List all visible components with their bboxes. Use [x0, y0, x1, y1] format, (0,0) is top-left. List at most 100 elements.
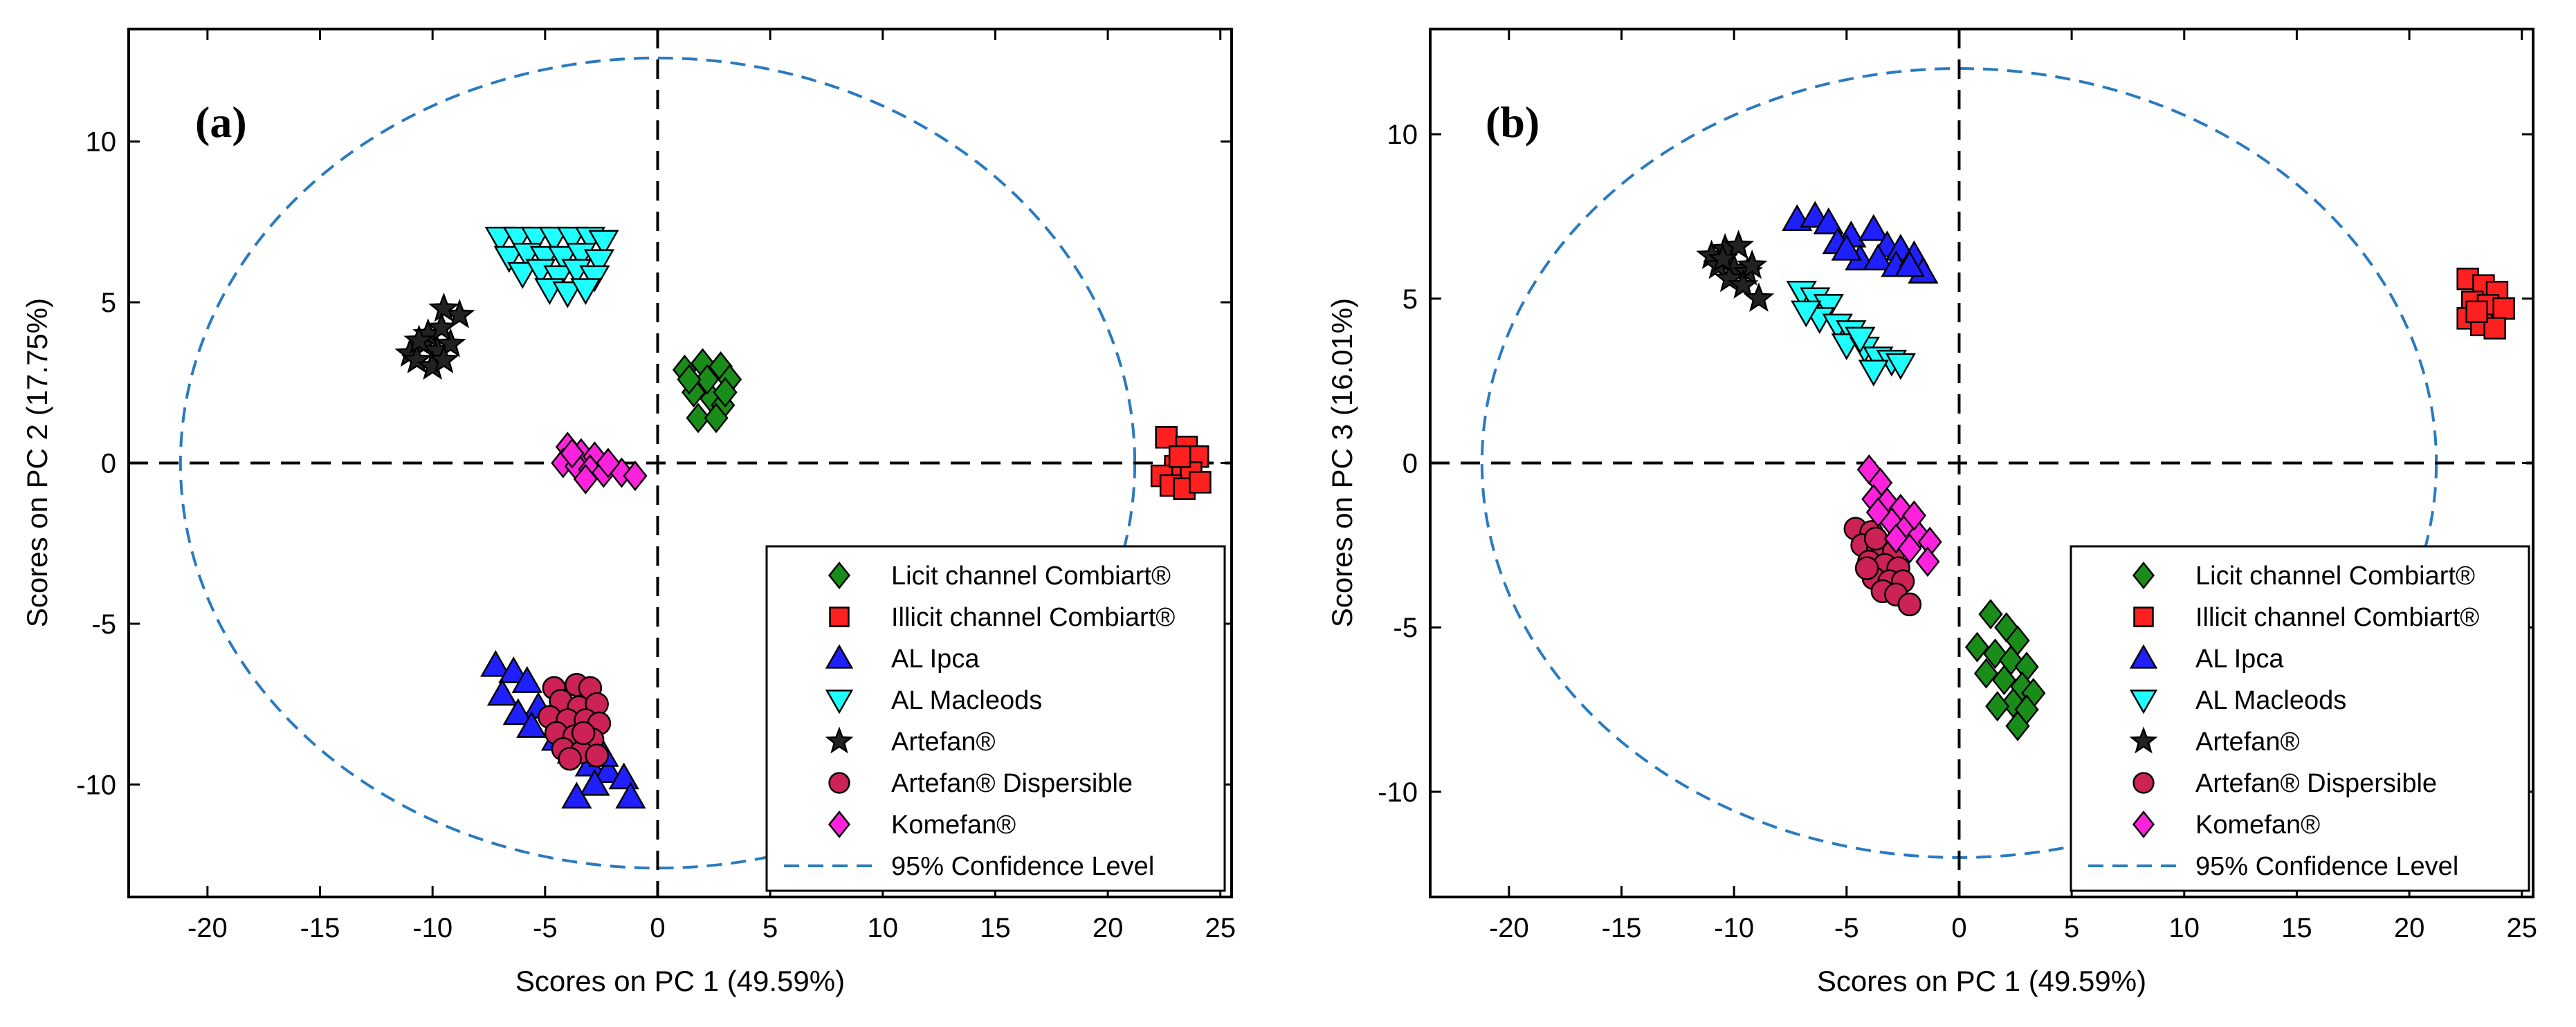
data-point — [1858, 214, 1890, 241]
data-point — [573, 463, 598, 494]
panel-a-label: (a) — [195, 98, 247, 147]
data-point — [486, 678, 518, 706]
data-point — [1863, 526, 1888, 551]
x-tick-label: -5 — [533, 913, 558, 943]
legend-item: AL Macleods — [2129, 686, 2346, 715]
y-tick-label: 5 — [1403, 284, 1418, 315]
x-tick-label: 25 — [2506, 913, 2537, 943]
data-point — [1723, 230, 1755, 259]
legend-item: 95% Confidence Level — [2088, 852, 2458, 881]
data-point — [1991, 665, 2017, 696]
data-point — [1854, 556, 1879, 580]
legend-item: Komefan® — [828, 810, 1016, 840]
legend-label: Artefan® — [2195, 728, 2300, 757]
legend-label: AL Ipca — [891, 645, 980, 674]
data-point — [1865, 497, 1890, 528]
legend-item: AL Ipca — [2129, 644, 2284, 674]
data-point — [1985, 691, 2010, 722]
panel-b-y-axis-title: Scores on PC 3 (16.01%) — [1326, 298, 1358, 627]
data-point — [558, 746, 582, 771]
panel-b-series-artefan-dispersible — [1843, 517, 1922, 617]
legend-item: AL Ipca — [825, 644, 980, 674]
x-tick-label: 20 — [2394, 913, 2425, 943]
legend-label: Illicit channel Combiart® — [891, 603, 1175, 632]
x-tick-label: -10 — [412, 913, 453, 943]
legend-item: Komefan® — [2132, 810, 2320, 840]
legend-item: Licit channel Combiart® — [2132, 561, 2475, 591]
panel-b-series-komefan — [1856, 454, 1942, 577]
x-tick-label: -15 — [300, 913, 340, 943]
data-point — [516, 711, 547, 738]
legend-marker — [828, 810, 851, 839]
x-tick-label: 20 — [1093, 913, 1124, 943]
data-point — [502, 698, 533, 725]
legend-label: Komefan® — [891, 811, 1016, 840]
data-point — [1189, 471, 1212, 494]
x-tick-label: 5 — [762, 913, 778, 943]
data-point — [428, 292, 459, 322]
data-point — [615, 781, 646, 809]
legend-marker — [2129, 726, 2158, 754]
y-tick-label: 10 — [1387, 120, 1418, 150]
panel-a-series-artefan — [394, 292, 475, 380]
legend-item: Artefan® — [2129, 726, 2300, 757]
legend-marker — [2132, 810, 2155, 839]
data-point — [1894, 250, 1926, 277]
legend-item: Illicit channel Combiart® — [829, 603, 1175, 632]
data-point — [426, 311, 457, 342]
data-point — [1978, 599, 2003, 630]
data-point — [1863, 243, 1894, 271]
y-tick-label: 0 — [101, 449, 116, 479]
x-tick-label: 10 — [2169, 913, 2200, 943]
panel-b-series-al-macleods — [1786, 281, 1917, 387]
data-point — [480, 649, 511, 677]
data-point — [1743, 282, 1775, 312]
panel-a-series-illicit-channel-combiart — [1150, 426, 1212, 500]
data-point — [1973, 658, 1999, 689]
data-point — [493, 246, 524, 273]
data-point — [588, 230, 619, 257]
panel-a-legend: Licit channel Combiart® Illicit channel C… — [765, 545, 1226, 892]
legend-label: AL Ipca — [2195, 645, 2284, 674]
data-point — [2465, 300, 2488, 324]
data-point — [579, 768, 610, 796]
legend-label: Artefan® Dispersible — [2195, 769, 2437, 798]
data-point — [583, 249, 615, 277]
data-point — [704, 403, 729, 434]
x-tick-label: 10 — [868, 913, 899, 943]
data-point — [686, 403, 711, 434]
legend-label: Artefan® — [891, 728, 996, 757]
legend-label: Komefan® — [2195, 811, 2320, 840]
legend-label: Artefan® Dispersible — [891, 769, 1133, 798]
data-point — [1707, 243, 1739, 272]
legend-item: Licit channel Combiart® — [828, 561, 1171, 591]
data-point — [498, 656, 529, 683]
panel-a-series-al-macleods — [484, 226, 619, 308]
panel-a-marks — [129, 29, 1232, 897]
legend-item: Artefan® Dispersible — [828, 769, 1133, 798]
data-point — [511, 666, 542, 693]
y-tick-label: -5 — [1393, 613, 1418, 643]
panel-a-y-axis-title: Scores on PC 2 (17.75%) — [21, 298, 53, 627]
data-point — [552, 281, 583, 308]
data-point — [592, 756, 624, 783]
legend-marker — [2129, 690, 2158, 714]
legend-label: AL Macleods — [2195, 686, 2346, 715]
data-point — [585, 743, 609, 768]
legend-label: Licit channel Combiart® — [2195, 562, 2475, 591]
data-point — [401, 344, 432, 373]
legend-marker — [825, 690, 854, 714]
panel-a-x-axis-title: Scores on PC 1 (49.59%) — [515, 965, 845, 997]
y-tick-label: 5 — [101, 288, 116, 318]
panel-b-label: (b) — [1486, 98, 1540, 147]
panel-b-marks — [1430, 29, 2533, 897]
x-tick-label: 0 — [1951, 913, 1966, 943]
data-point — [1791, 300, 1822, 328]
panel-a-ticks: -20 -15 -10 -5 0 5 10 15 20 25 -10 -5 0 5 10 — [76, 29, 1236, 943]
data-point — [1901, 500, 1927, 531]
legend-item: Artefan® Dispersible — [2132, 769, 2437, 798]
data-point — [1813, 294, 1844, 321]
x-tick-label: -10 — [1714, 913, 1754, 943]
data-point — [1813, 207, 1844, 234]
